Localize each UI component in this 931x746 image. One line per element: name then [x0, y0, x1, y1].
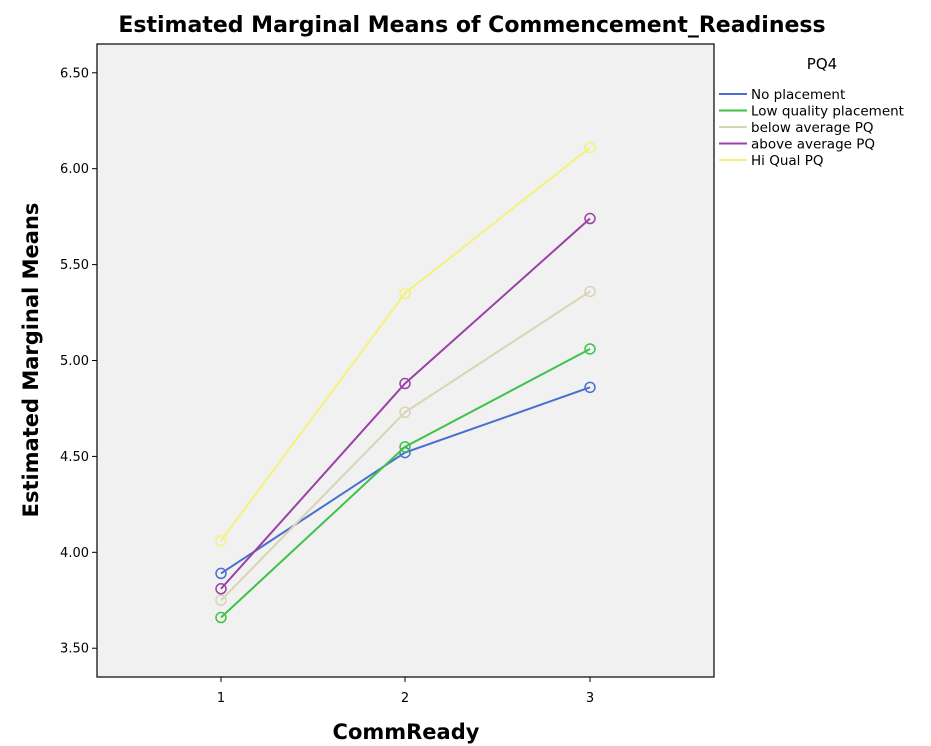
legend-label: Low quality placement [751, 104, 904, 120]
data-point [215, 535, 227, 547]
series-4 [215, 212, 596, 595]
x-tick-label: 3 [586, 691, 594, 706]
data-point [584, 212, 596, 225]
series-line [220, 217, 591, 590]
data-point [584, 381, 596, 394]
data-point [399, 441, 411, 453]
y-tick-label: 6.00 [60, 162, 89, 177]
legend-item: Low quality placement [719, 104, 904, 120]
legend-item: below average PQ [719, 120, 874, 136]
legend-label: No placement [751, 87, 845, 103]
y-tick-label: 6.50 [60, 66, 89, 81]
data-point [399, 377, 411, 390]
series-line [220, 348, 591, 619]
x-tick-label: 2 [401, 691, 409, 706]
y-axis-title: Estimated Marginal Means [19, 203, 43, 518]
series-line [220, 386, 591, 575]
plot-area [96, 43, 715, 678]
series-2 [215, 343, 596, 624]
y-tick-label: 3.50 [60, 642, 89, 657]
data-point [584, 285, 596, 298]
legend-label: below average PQ [751, 120, 874, 136]
data-point [399, 287, 411, 300]
data-point [584, 141, 596, 154]
data-point [215, 594, 227, 607]
legend-item: Hi Qual PQ [719, 153, 823, 169]
chart-title: Estimated Marginal Means of Commencement… [118, 13, 825, 38]
y-tick-label: 4.50 [60, 450, 89, 465]
x-tick-label: 1 [217, 691, 225, 706]
data-point [215, 567, 227, 580]
data-point [215, 611, 227, 624]
axes: 3.50 4.00 4.50 5.00 5.50 6.00 6.50 1 2 3 [60, 66, 594, 706]
x-axis-title: CommReady [333, 720, 480, 744]
series-5 [215, 141, 596, 547]
legend-label: Hi Qual PQ [751, 153, 823, 169]
data-point [215, 583, 227, 595]
legend-item: No placement [719, 87, 845, 103]
legend-title: PQ4 [807, 55, 837, 73]
series-1 [215, 381, 596, 580]
legend-item: above average PQ [719, 137, 875, 153]
y-tick-label: 5.00 [60, 354, 89, 369]
series-layer [215, 141, 596, 624]
y-tick-label: 5.50 [60, 258, 89, 273]
series-line [220, 146, 591, 542]
y-tick-label: 4.00 [60, 546, 89, 561]
data-point [584, 343, 596, 355]
series-3 [215, 285, 596, 607]
data-point [399, 406, 411, 419]
series-line [220, 290, 591, 601]
legend-label: above average PQ [751, 137, 875, 153]
